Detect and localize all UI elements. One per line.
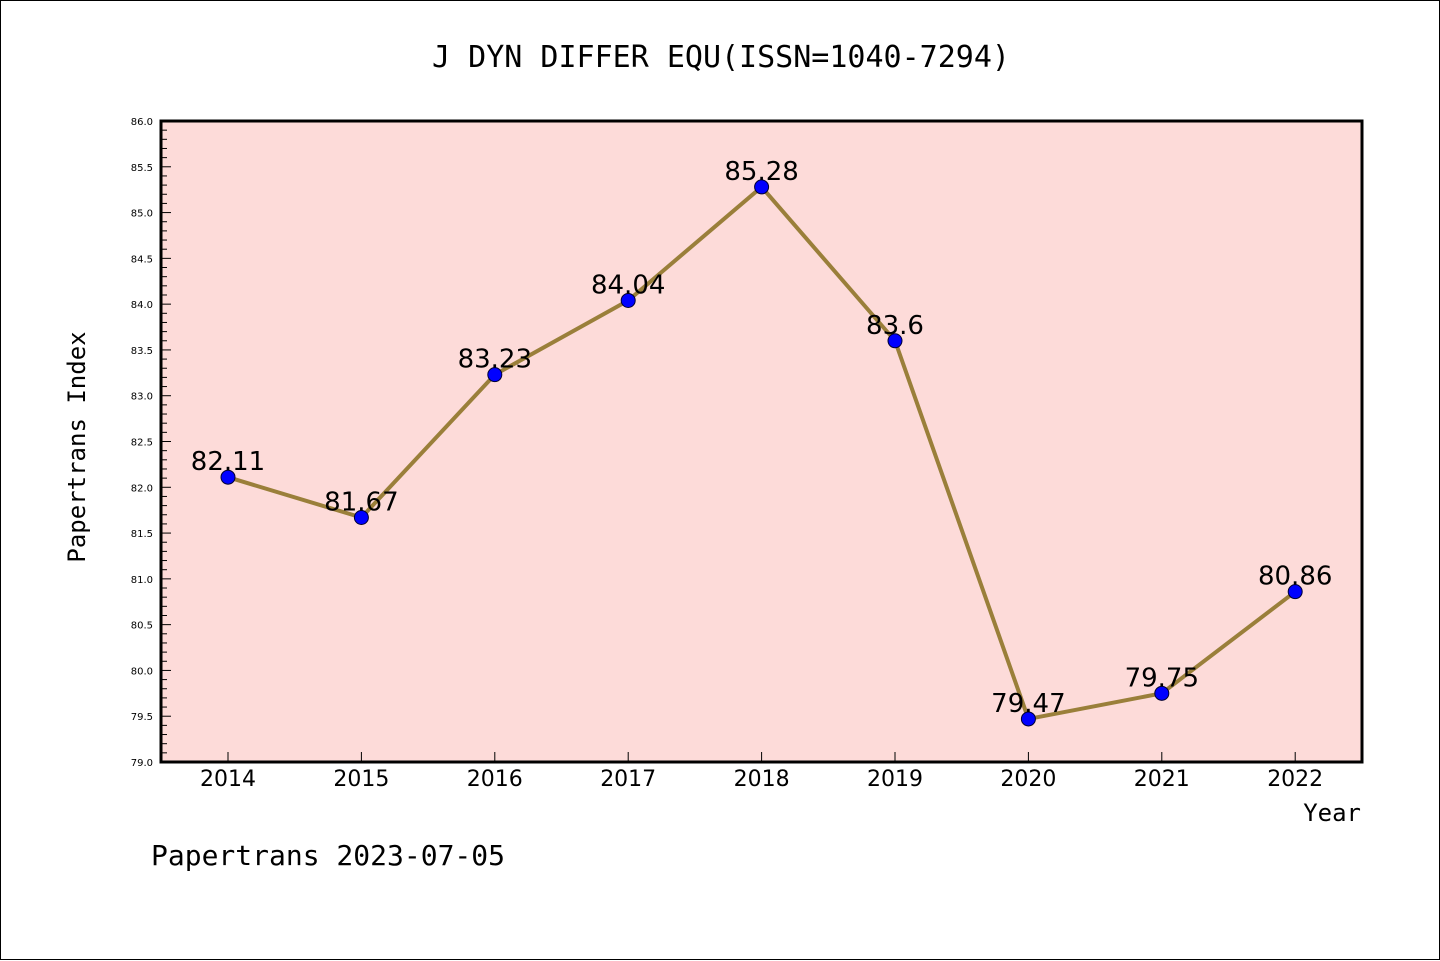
y-tick-label: 83.0 — [131, 392, 153, 403]
plot-area — [161, 121, 1362, 762]
data-label: 79.75 — [1125, 663, 1199, 693]
y-tick-label: 79.0 — [131, 758, 153, 769]
y-tick-label: 85.5 — [131, 163, 153, 174]
x-tick-label: 2015 — [333, 767, 389, 792]
data-point — [1287, 584, 1303, 600]
data-label: 85.28 — [724, 157, 798, 187]
data-label: 83.23 — [458, 345, 532, 375]
x-tick-label: 2020 — [1000, 767, 1056, 792]
y-tick-label: 79.5 — [131, 712, 153, 723]
y-tick-label: 82.5 — [131, 438, 153, 449]
plot-border — [159, 119, 1364, 764]
data-label: 82.11 — [191, 447, 265, 477]
y-tick-label: 84.0 — [131, 300, 153, 311]
x-tick-label: 2021 — [1134, 767, 1190, 792]
x-tick-label: 2017 — [600, 767, 656, 792]
y-tick-label: 82.0 — [131, 483, 153, 494]
x-axis-title: Year — [1303, 799, 1361, 827]
y-tick-label: 84.5 — [131, 254, 153, 265]
y-tick-label: 81.5 — [131, 529, 153, 540]
x-tick-label: 2022 — [1267, 767, 1323, 792]
data-point — [620, 292, 636, 308]
series-markers — [220, 179, 1303, 727]
y-axis: 79.0 79.5 80.0 80.5 81.0 81.5 82.0 82.5 83.0 83.5… — [131, 117, 171, 769]
data-point — [1154, 685, 1170, 701]
x-tick-label: 2014 — [200, 767, 256, 792]
data-label: 84.04 — [591, 270, 665, 300]
x-axis: 2014 2015 2016 2017 2018 2019 2020 2021 2022 — [200, 752, 1323, 792]
y-tick-label: 83.5 — [131, 346, 153, 357]
data-point — [1020, 711, 1036, 727]
data-labels: 82.11 81.67 83.23 84.04 85.28 83.6 79.47 79.75 8… — [191, 157, 1333, 719]
x-tick-label: 2016 — [467, 767, 523, 792]
y-tick-label: 85.0 — [131, 209, 153, 220]
data-point — [220, 469, 236, 485]
y-tick-label: 86.0 — [131, 117, 153, 128]
footer-text: Papertrans 2023-07-05 — [151, 839, 505, 872]
y-tick-label: 81.0 — [131, 575, 153, 586]
x-tick-label: 2018 — [734, 767, 790, 792]
y-axis-title: Papertrans Index — [63, 331, 91, 562]
data-point — [887, 333, 903, 349]
y-tick-label: 80.5 — [131, 621, 153, 632]
data-label: 80.86 — [1258, 562, 1332, 592]
y-tick-label: 80.0 — [131, 666, 153, 677]
data-label: 81.67 — [324, 488, 398, 518]
data-label: 83.6 — [866, 311, 924, 341]
data-point — [487, 367, 503, 383]
data-label: 79.47 — [991, 689, 1065, 719]
data-point — [353, 510, 369, 526]
x-tick-label: 2019 — [867, 767, 923, 792]
data-point — [754, 179, 770, 195]
chart-title: J DYN DIFFER EQU(ISSN=1040-7294) — [432, 40, 1010, 75]
